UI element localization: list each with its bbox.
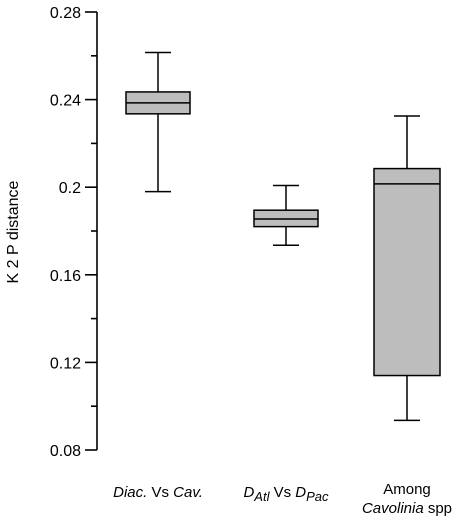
category-label-1: Diac. Vs Cav.: [113, 484, 203, 501]
y-tick-label: 0.24: [50, 93, 81, 110]
label-part: Pac: [306, 489, 329, 504]
label-part: spp: [424, 500, 452, 517]
category-labels: Diac. Vs Cav. DAtl Vs DPac AmongCavolinia …: [113, 481, 452, 517]
label-part: Vs: [269, 484, 295, 501]
label-part: D: [243, 484, 254, 501]
category-label-2: DAtl Vs DPac: [243, 484, 329, 504]
box-3: [373, 115, 441, 422]
iqr-box: [373, 167, 441, 377]
label-part: Vs: [147, 484, 173, 501]
y-tick-label: 0.12: [50, 355, 81, 372]
y-axis: 0.08 0.12 0.16 0.2 0.24 0.28: [50, 5, 98, 460]
y-tick-label: 0.2: [59, 180, 81, 197]
category-label-3-line-2: Cavolinia spp: [362, 500, 452, 517]
box-2: [253, 184, 319, 246]
boxes: [125, 51, 441, 422]
label-part: Diac.: [113, 484, 147, 501]
box-1: [125, 51, 191, 193]
y-tick-label: 0.28: [50, 5, 81, 22]
y-tick-label: 0.16: [50, 268, 81, 285]
label-part: Cav.: [173, 484, 203, 501]
y-axis-label: K 2 P distance: [5, 180, 22, 283]
label-part: D: [295, 484, 306, 501]
label-part: Atl: [253, 489, 270, 504]
category-label-3-line-1: Among: [383, 481, 431, 498]
label-part: Among: [383, 481, 431, 498]
label-part: Cavolinia: [362, 500, 424, 517]
y-tick-label: 0.08: [50, 443, 81, 460]
